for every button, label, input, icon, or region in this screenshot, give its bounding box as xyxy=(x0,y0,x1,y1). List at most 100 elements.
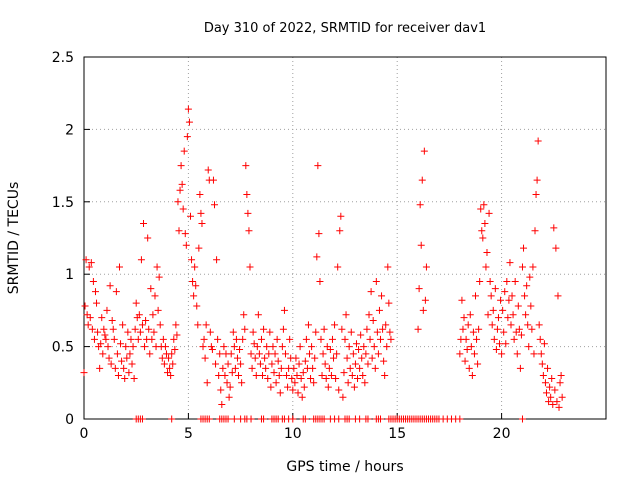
y-tick-label: 2 xyxy=(65,122,74,138)
data-point xyxy=(96,364,104,372)
data-point xyxy=(325,364,333,372)
data-point xyxy=(188,256,196,264)
data-point xyxy=(550,224,558,232)
data-point xyxy=(468,372,476,380)
data-point xyxy=(553,398,561,406)
data-point xyxy=(475,325,483,333)
data-point xyxy=(343,354,351,362)
data-point xyxy=(549,401,557,409)
data-point xyxy=(477,205,485,213)
data-point xyxy=(99,350,107,358)
data-point xyxy=(121,374,129,382)
data-point xyxy=(259,372,267,380)
data-point xyxy=(418,176,426,184)
data-point xyxy=(198,220,206,228)
data-point xyxy=(145,325,153,333)
data-point xyxy=(322,374,330,382)
data-point xyxy=(203,379,211,387)
data-point xyxy=(485,209,493,217)
data-point xyxy=(140,220,148,228)
data-point xyxy=(483,248,491,256)
data-point xyxy=(257,335,265,343)
data-point xyxy=(523,282,531,290)
data-point xyxy=(160,360,168,368)
data-point xyxy=(310,379,318,387)
data-point xyxy=(481,220,489,228)
data-point xyxy=(189,277,197,285)
data-point xyxy=(141,343,149,351)
data-point xyxy=(136,328,144,336)
data-point xyxy=(260,415,268,423)
data-point xyxy=(85,263,93,271)
data-point xyxy=(335,415,343,423)
data-point xyxy=(177,162,185,170)
data-point xyxy=(213,256,221,264)
data-point xyxy=(239,335,247,343)
data-point xyxy=(332,374,340,382)
data-point xyxy=(535,321,543,329)
data-point xyxy=(256,360,264,368)
data-point xyxy=(159,335,167,343)
data-point xyxy=(154,306,162,314)
data-point xyxy=(249,328,257,336)
data-point xyxy=(111,364,119,372)
data-point xyxy=(493,325,501,333)
data-point xyxy=(134,335,142,343)
data-point xyxy=(473,335,481,343)
x-tick-label: 10 xyxy=(284,426,302,442)
data-point xyxy=(502,340,510,348)
data-point xyxy=(155,273,163,281)
data-point xyxy=(130,374,138,382)
data-point xyxy=(179,205,187,213)
data-point xyxy=(164,369,172,377)
data-point xyxy=(105,354,113,362)
data-point xyxy=(379,325,387,333)
data-point xyxy=(465,364,473,372)
data-point xyxy=(510,335,518,343)
data-point xyxy=(81,302,89,310)
data-point xyxy=(212,360,220,368)
data-point xyxy=(478,227,486,235)
data-point xyxy=(182,241,190,249)
data-point xyxy=(375,306,383,314)
data-point xyxy=(526,273,534,281)
data-point xyxy=(494,314,502,322)
data-point xyxy=(469,328,477,336)
data-point xyxy=(501,288,509,296)
data-point xyxy=(516,364,524,372)
data-point xyxy=(514,302,522,310)
data-point xyxy=(339,393,347,401)
data-point xyxy=(326,345,334,353)
data-point xyxy=(421,296,429,304)
data-point xyxy=(420,147,428,155)
data-point xyxy=(113,350,121,358)
data-point xyxy=(558,393,566,401)
data-point xyxy=(366,335,374,343)
y-tick-label: 2.5 xyxy=(52,50,74,66)
data-point xyxy=(119,321,127,329)
data-point xyxy=(474,360,482,368)
data-point xyxy=(374,350,382,358)
data-point xyxy=(235,372,243,380)
data-point xyxy=(551,386,559,394)
data-point xyxy=(532,191,540,199)
data-point xyxy=(470,350,478,358)
data-point xyxy=(216,350,224,358)
data-point xyxy=(459,325,467,333)
data-point xyxy=(138,321,146,329)
data-point xyxy=(84,321,92,329)
data-point xyxy=(341,335,349,343)
data-point xyxy=(118,357,126,365)
data-point xyxy=(517,331,525,339)
data-point xyxy=(364,360,372,368)
data-point xyxy=(253,343,261,351)
data-point xyxy=(355,345,363,353)
data-point xyxy=(348,372,356,380)
data-point xyxy=(147,285,155,293)
data-point xyxy=(170,335,178,343)
data-point xyxy=(496,340,504,348)
data-point xyxy=(290,364,298,372)
data-point xyxy=(137,256,145,264)
data-point xyxy=(323,343,331,351)
data-point xyxy=(180,147,188,155)
